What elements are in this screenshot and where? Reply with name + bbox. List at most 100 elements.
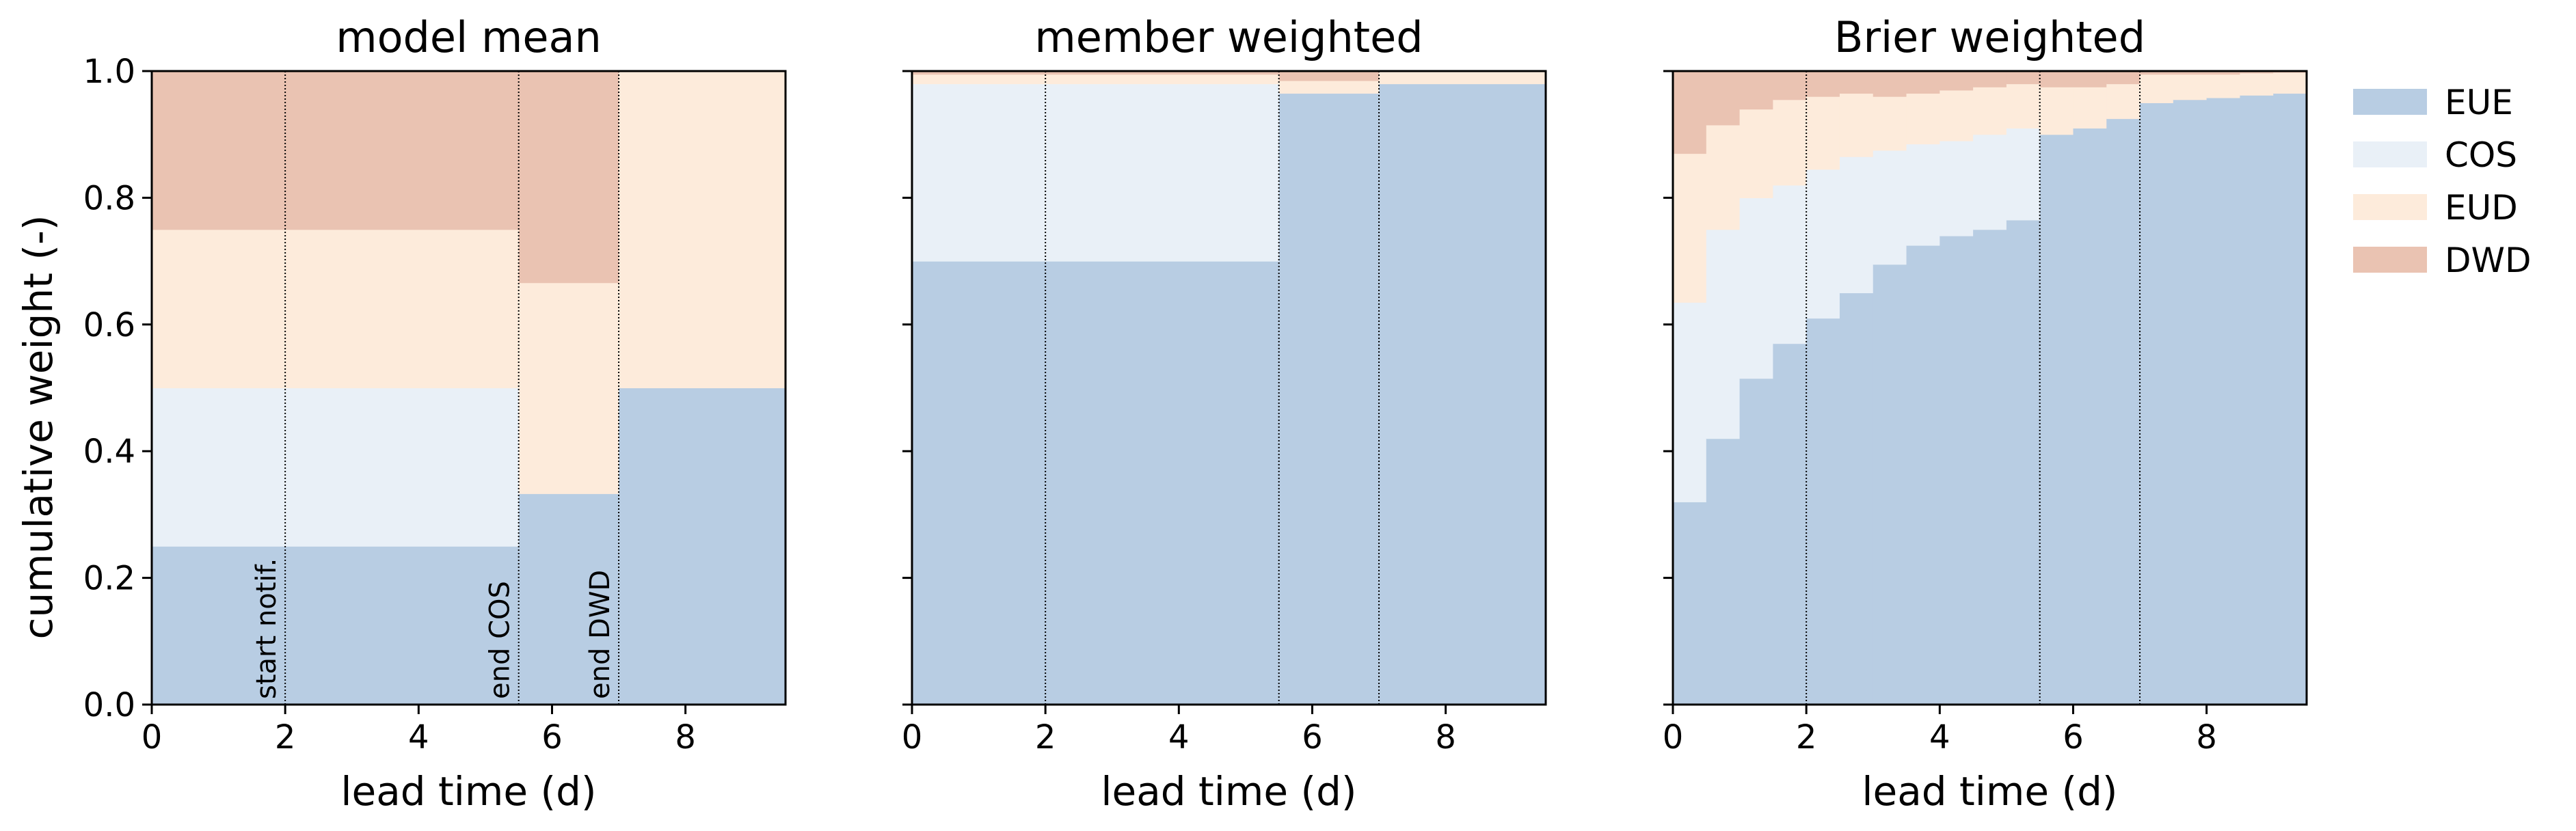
bar-dwd xyxy=(152,71,520,230)
bar-eud xyxy=(1973,87,2007,135)
axes-frame xyxy=(1672,70,2308,706)
bar-dwd xyxy=(2073,71,2107,87)
bar-cos xyxy=(1839,156,1874,294)
y-tick-label: 0.2 xyxy=(83,560,135,598)
y-tick-label: 0.8 xyxy=(83,179,135,217)
bar-dwd xyxy=(2106,71,2141,85)
bar-eud xyxy=(2273,72,2307,94)
y-tick-label: 0.6 xyxy=(83,306,135,344)
panel-title: Brier weighted xyxy=(1834,12,2145,62)
bar-eue xyxy=(1278,93,1380,705)
bar-eue xyxy=(1873,264,1907,705)
bar-eud xyxy=(2206,74,2241,98)
bar-eud xyxy=(2173,74,2208,100)
legend-swatch-dwd xyxy=(2353,247,2427,273)
bar-eud xyxy=(912,74,1280,85)
panel-1: start notif. end COS end DWD 0 2 4 6 8 0.0 0.2 0.4… xyxy=(83,12,787,815)
bar-dwd xyxy=(1773,71,1807,100)
bar-cos xyxy=(2006,128,2041,221)
bar-eue xyxy=(1839,292,1874,705)
x-tick-label: 8 xyxy=(1435,718,1456,757)
x-tick-label: 6 xyxy=(1302,718,1323,757)
x-tick-label: 4 xyxy=(1168,718,1190,757)
bar-dwd xyxy=(1973,71,2007,87)
bar-eue xyxy=(1973,229,2007,705)
x-tick-label: 4 xyxy=(408,718,429,757)
bar-eud xyxy=(2240,72,2274,96)
bar-eue xyxy=(1379,83,1546,705)
x-axis-label: lead time (d) xyxy=(1101,768,1356,815)
legend-label-eud: EUD xyxy=(2445,188,2518,228)
bar-dwd xyxy=(1873,71,1907,97)
legend-swatch-eue xyxy=(2353,89,2427,115)
bar-eue xyxy=(2140,103,2174,705)
bar-cos xyxy=(1673,302,1707,502)
bar-dwd xyxy=(912,71,1280,75)
bar-cos xyxy=(1773,185,1807,344)
x-tick-label: 8 xyxy=(675,718,696,757)
bar-dwd xyxy=(1906,71,1940,94)
legend-label-dwd: DWD xyxy=(2445,241,2531,280)
panels: start notif. end COS end DWD 0 2 4 6 8 0.0 0.2 0.4… xyxy=(83,12,2308,815)
panel-title: member weighted xyxy=(1034,12,1423,62)
bar-cos xyxy=(1706,229,1741,439)
x-tick-label: 0 xyxy=(1663,718,1684,757)
legend-label-cos: COS xyxy=(2445,135,2517,175)
bar-cos xyxy=(1873,150,1907,265)
bar-eud xyxy=(152,229,520,389)
bar-eud xyxy=(2039,87,2074,135)
legend-label-eue: EUE xyxy=(2445,83,2513,122)
bar-eud xyxy=(1706,124,1741,230)
x-tick-label: 6 xyxy=(541,718,563,757)
bar-dwd xyxy=(1706,71,1741,126)
bar-dwd xyxy=(2240,71,2274,74)
bar-cos xyxy=(1973,134,2007,230)
bar-eud xyxy=(1873,96,1907,151)
bar-eue xyxy=(518,493,619,705)
bar-dwd xyxy=(2006,71,2041,85)
panel-3: 0 2 4 6 8 Brier weighted lead time (d) xyxy=(1663,12,2308,815)
bar-eue xyxy=(1673,502,1707,705)
axes-frame xyxy=(150,70,787,706)
bar-dwd xyxy=(1278,71,1380,81)
bar-eud xyxy=(2073,87,2107,129)
bar-eud xyxy=(1906,93,1940,145)
vline-annotation: start notif. xyxy=(251,558,282,699)
bar-eue xyxy=(912,261,1280,705)
y-tick-label: 0.4 xyxy=(83,433,135,471)
vline-annotation: end DWD xyxy=(585,570,616,699)
bar-eue xyxy=(1806,318,1840,705)
bar-cos xyxy=(1940,140,1974,236)
bar-eud xyxy=(1739,109,1773,198)
bar-cos xyxy=(1906,144,1940,246)
x-tick-label: 8 xyxy=(2196,718,2217,757)
legend-swatch-eud xyxy=(2353,194,2427,220)
bar-eue xyxy=(1906,245,1940,705)
bar-eue xyxy=(2240,95,2274,705)
bar-eue xyxy=(2039,134,2074,705)
panel-2: 0 2 4 6 8 member weighted lead time (d) xyxy=(902,12,1547,815)
bar-eud xyxy=(1673,153,1707,303)
bar-eue xyxy=(2006,219,2041,705)
x-tick-label: 4 xyxy=(1929,718,1950,757)
y-axis-label: cumulative weight (-) xyxy=(15,215,62,639)
bar-eud xyxy=(1379,71,1546,85)
bar-eue xyxy=(2073,128,2107,705)
bar-eue xyxy=(2206,97,2241,705)
bar-eud xyxy=(1773,99,1807,186)
bar-cos xyxy=(1739,197,1773,379)
bar-dwd xyxy=(1940,71,1974,91)
bar-dwd xyxy=(1839,71,1874,94)
bar-eud xyxy=(1839,93,1874,157)
x-tick-label: 2 xyxy=(1796,718,1817,757)
bar-cos xyxy=(152,387,520,547)
x-axis-label: lead time (d) xyxy=(1862,768,2117,815)
x-axis-label: lead time (d) xyxy=(340,768,596,815)
bar-eue xyxy=(2173,99,2208,705)
bar-cos xyxy=(912,83,1280,262)
bar-eud xyxy=(619,71,786,389)
bar-dwd xyxy=(2039,71,2074,87)
y-tick-label: 1.0 xyxy=(83,53,135,91)
bar-eue xyxy=(1773,343,1807,705)
